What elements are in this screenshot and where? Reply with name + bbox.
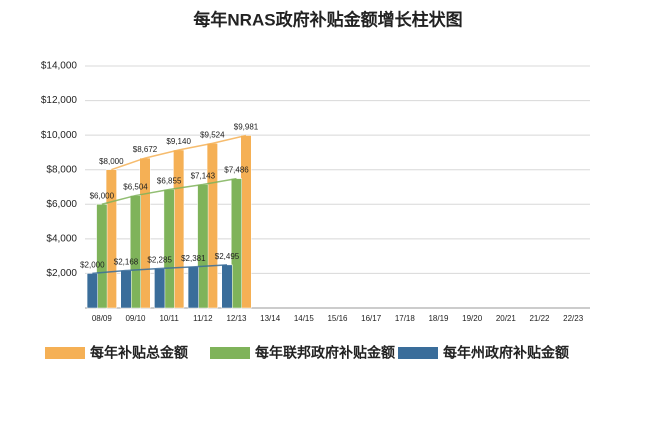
bar: [240, 135, 252, 309]
legend-swatch: [45, 347, 85, 359]
x-tick-label: 19/20: [462, 314, 483, 323]
bar: [96, 204, 108, 309]
value-label: $6,000: [90, 191, 115, 200]
x-tick-label: 18/19: [428, 314, 449, 323]
x-tick-label: 08/09: [92, 314, 113, 323]
value-label: $2,000: [80, 261, 105, 270]
value-label: $2,495: [215, 252, 240, 261]
y-tick-label: $10,000: [41, 130, 78, 141]
x-tick-label: 11/12: [193, 314, 213, 323]
x-tick-label: 21/22: [529, 314, 550, 323]
x-tick-label: 14/15: [294, 314, 315, 323]
value-label: $7,143: [191, 172, 216, 181]
x-tick-label: 12/13: [226, 314, 247, 323]
bar: [231, 178, 242, 309]
legend-label: 每年补贴总金额: [90, 345, 188, 361]
legend-swatch: [398, 347, 438, 359]
value-label: $9,981: [234, 123, 259, 132]
value-label: $7,486: [224, 166, 249, 175]
chart-title: 每年NRAS政府补贴金额增长柱状图: [193, 9, 462, 29]
y-tick-label: $12,000: [41, 95, 78, 106]
bar: [173, 149, 185, 309]
bar: [130, 195, 141, 309]
bar: [221, 264, 233, 309]
value-label: $8,672: [133, 145, 158, 154]
bar: [154, 268, 166, 309]
legend-swatch: [210, 347, 250, 359]
x-tick-label: 22/23: [563, 314, 584, 323]
y-tick-label: $8,000: [46, 164, 77, 175]
value-label: $6,504: [123, 183, 148, 192]
x-tick-label: 10/11: [159, 314, 179, 323]
x-tick-label: 15/16: [327, 314, 348, 323]
x-tick-label: 17/18: [395, 314, 416, 323]
bar: [206, 143, 218, 309]
value-label: $6,855: [157, 177, 182, 186]
x-tick-label: 20/21: [496, 314, 517, 323]
trend-line: [111, 134, 247, 171]
bar: [197, 184, 209, 309]
y-tick-label: $6,000: [46, 199, 77, 210]
value-label: $2,285: [147, 256, 172, 265]
bar: [120, 270, 132, 309]
bar: [86, 273, 98, 309]
value-label: $8,000: [99, 157, 124, 166]
trend-line: [92, 264, 228, 275]
bar: [139, 157, 151, 309]
value-label: $2,381: [181, 254, 206, 263]
bar: [187, 266, 199, 309]
legend-label: 每年联邦政府补贴金额: [255, 345, 395, 361]
value-label: $2,168: [114, 258, 139, 267]
y-tick-label: $4,000: [46, 233, 77, 244]
x-tick-label: 16/17: [361, 314, 382, 323]
y-tick-label: $14,000: [41, 61, 78, 72]
y-tick-label: $2,000: [46, 268, 77, 279]
x-tick-label: 13/14: [260, 314, 281, 323]
trend-line: [101, 177, 237, 206]
legend-label: 每年州政府补贴金额: [443, 345, 569, 361]
bar: [163, 189, 175, 309]
value-label: $9,140: [166, 137, 191, 146]
value-label: $9,524: [200, 130, 225, 139]
x-tick-label: 09/10: [125, 314, 146, 323]
